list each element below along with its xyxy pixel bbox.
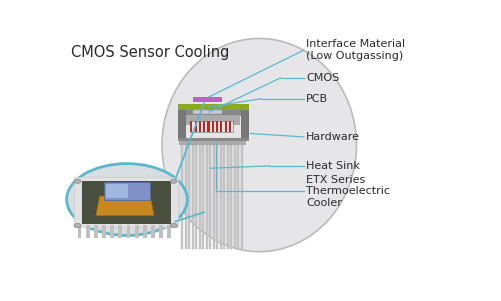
Bar: [205, 121, 207, 132]
Text: CMOS Sensor Cooling: CMOS Sensor Cooling: [70, 45, 228, 61]
Text: PCB: PCB: [305, 94, 327, 104]
Bar: [193, 110, 222, 114]
Bar: [215, 121, 218, 132]
Bar: [184, 145, 186, 249]
Bar: [198, 121, 201, 132]
Bar: [167, 225, 171, 238]
Bar: [230, 121, 232, 132]
Bar: [205, 145, 207, 249]
Bar: [240, 105, 249, 139]
Bar: [183, 115, 239, 125]
Bar: [110, 225, 114, 238]
Bar: [195, 145, 197, 249]
Bar: [209, 121, 211, 132]
Bar: [159, 225, 163, 238]
Bar: [177, 138, 249, 141]
Bar: [222, 121, 224, 132]
Bar: [192, 121, 194, 132]
Bar: [202, 145, 204, 249]
Bar: [218, 121, 220, 132]
Bar: [216, 145, 218, 249]
Bar: [201, 121, 203, 132]
Ellipse shape: [162, 39, 356, 252]
Bar: [102, 225, 106, 238]
Bar: [188, 145, 190, 249]
Bar: [134, 225, 138, 238]
Bar: [179, 140, 245, 144]
Circle shape: [74, 223, 81, 228]
Text: ETX Series
Thermoelectric
Cooler: ETX Series Thermoelectric Cooler: [305, 175, 389, 208]
Bar: [77, 225, 81, 238]
Bar: [177, 109, 249, 116]
Bar: [198, 145, 200, 249]
Bar: [103, 182, 149, 200]
Bar: [223, 145, 225, 249]
Bar: [86, 225, 89, 238]
Circle shape: [170, 179, 177, 183]
Bar: [233, 145, 235, 249]
Bar: [181, 145, 183, 249]
Bar: [209, 145, 211, 249]
Bar: [220, 121, 222, 132]
Polygon shape: [96, 196, 154, 216]
Bar: [207, 121, 209, 132]
Bar: [226, 121, 228, 132]
Bar: [193, 97, 222, 102]
Bar: [226, 145, 228, 249]
Bar: [213, 121, 215, 132]
Text: Interface Material
(Low Outgassing): Interface Material (Low Outgassing): [305, 39, 404, 61]
Bar: [82, 181, 170, 224]
Circle shape: [67, 164, 187, 235]
Bar: [228, 121, 230, 132]
Bar: [211, 121, 213, 132]
Bar: [94, 225, 98, 238]
Bar: [118, 225, 122, 238]
Bar: [224, 121, 226, 132]
Circle shape: [170, 223, 177, 228]
Text: Heat Sink: Heat Sink: [305, 161, 359, 171]
Bar: [219, 145, 221, 249]
Circle shape: [74, 179, 81, 183]
Bar: [177, 104, 249, 110]
Bar: [191, 145, 193, 249]
Bar: [74, 178, 178, 227]
Bar: [196, 121, 198, 132]
Bar: [237, 145, 239, 249]
Bar: [106, 185, 127, 198]
Bar: [240, 145, 242, 249]
Bar: [190, 121, 192, 132]
Bar: [230, 145, 232, 249]
Bar: [194, 121, 196, 132]
Text: CMOS: CMOS: [305, 73, 339, 83]
Bar: [126, 225, 130, 238]
Bar: [203, 121, 205, 132]
Bar: [212, 145, 214, 249]
Bar: [190, 121, 232, 132]
Bar: [143, 225, 146, 238]
Text: Hardware: Hardware: [305, 132, 359, 142]
Bar: [177, 105, 186, 139]
Bar: [151, 225, 155, 238]
